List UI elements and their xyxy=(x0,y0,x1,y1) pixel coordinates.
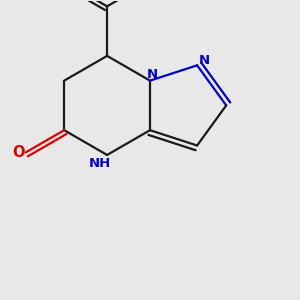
Text: O: O xyxy=(12,145,24,160)
Text: NH: NH xyxy=(88,158,111,170)
Text: N: N xyxy=(199,54,210,67)
Text: N: N xyxy=(147,68,158,81)
